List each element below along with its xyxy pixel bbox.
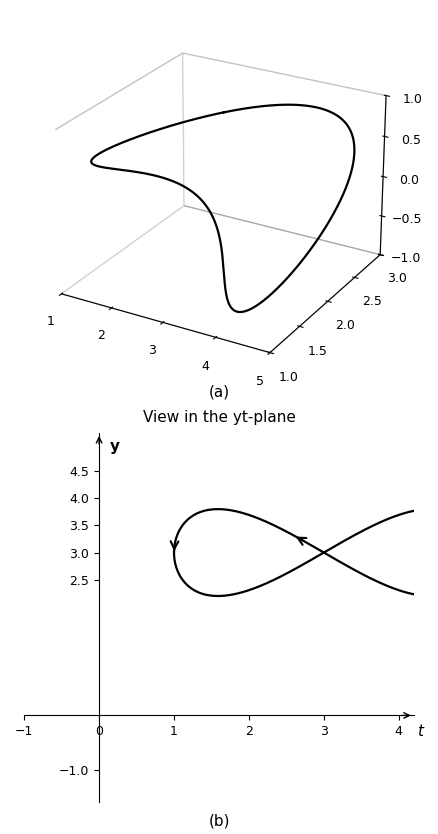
- Title: (a): (a): [208, 384, 230, 399]
- Title: View in the yt-plane: View in the yt-plane: [142, 410, 295, 425]
- Text: t: t: [417, 724, 424, 739]
- Text: y: y: [110, 439, 120, 454]
- Text: (b): (b): [208, 814, 230, 829]
